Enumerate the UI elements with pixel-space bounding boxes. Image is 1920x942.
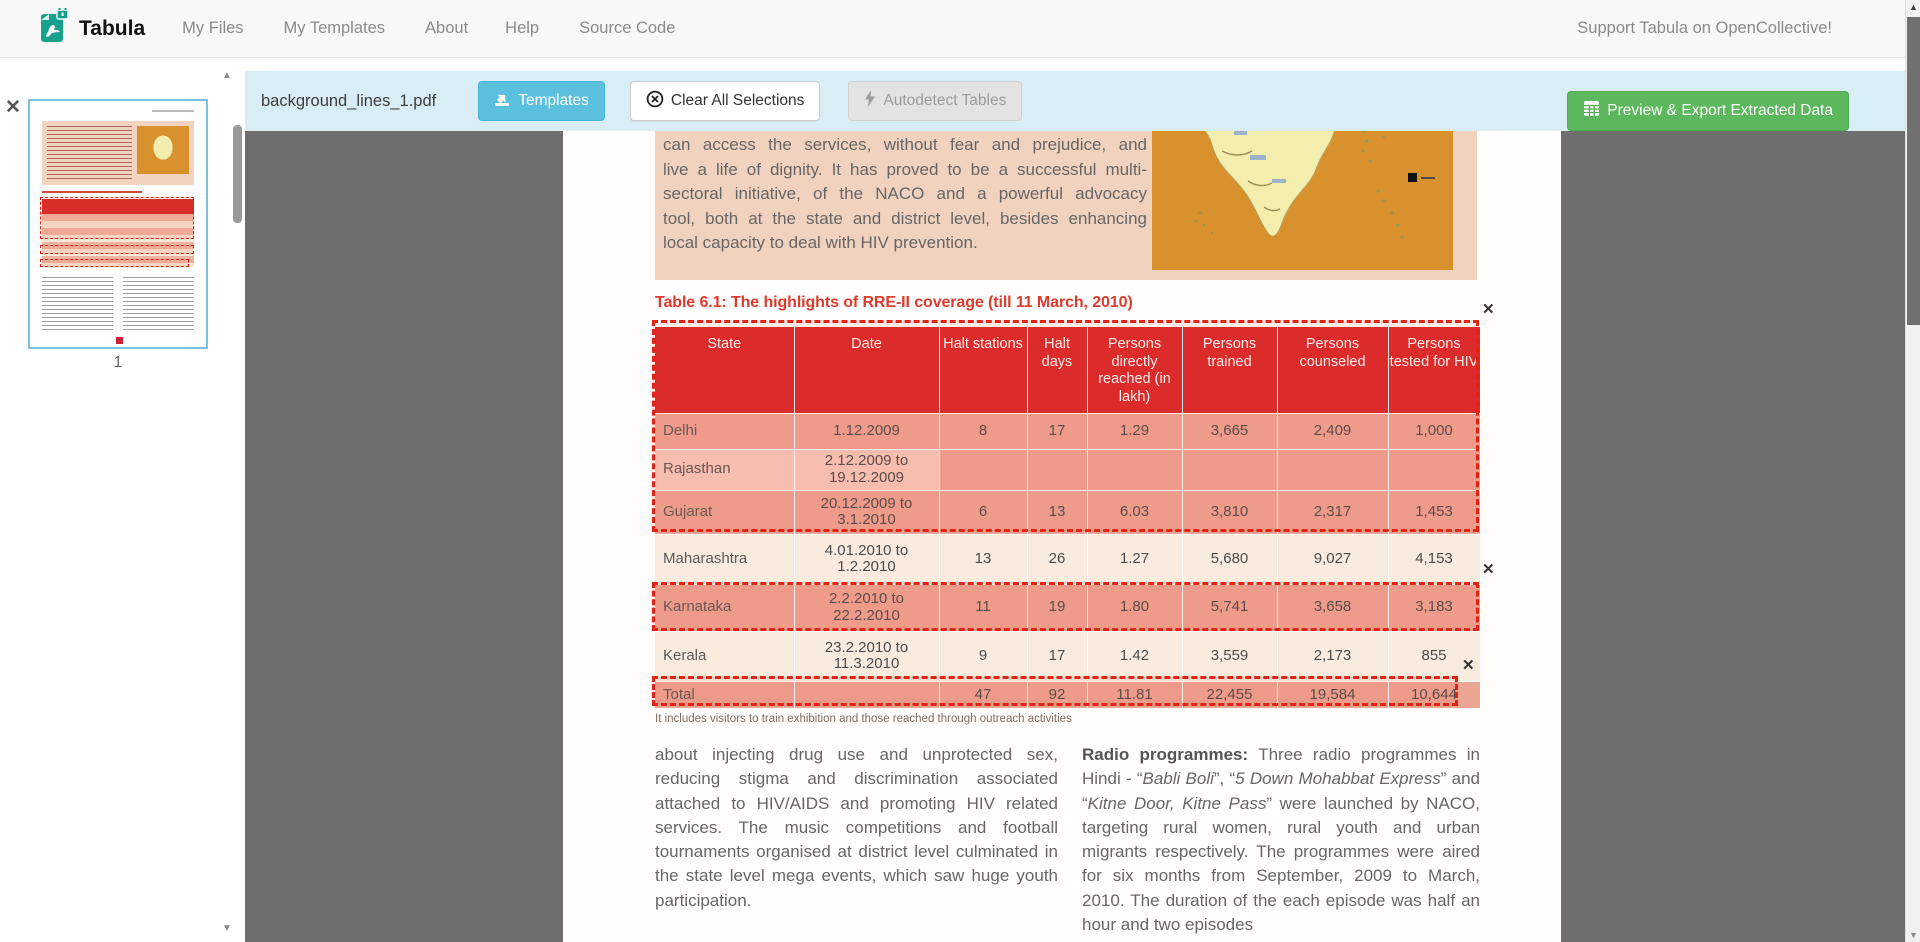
- clear-all-selections-button[interactable]: Clear All Selections: [629, 81, 821, 121]
- table-selection-3[interactable]: [652, 676, 1458, 706]
- thumb-selection-1: [40, 197, 194, 239]
- templates-icon: [494, 91, 511, 112]
- sidebar-scrollbar-thumb[interactable]: [233, 125, 242, 223]
- table-caption: Table 6.1: The highlights of RRE-II cove…: [655, 294, 1133, 311]
- thumb-text-lines: [47, 126, 132, 180]
- thumb-selection-3: [40, 259, 189, 267]
- thumb-table-rows: [42, 214, 194, 267]
- nav-my-templates[interactable]: My Templates: [283, 19, 386, 37]
- scrollbar-down-arrow[interactable]: ▼: [1909, 930, 1918, 940]
- content-area: background_lines_1.pdf Templates: [245, 58, 1905, 942]
- thumb-table-title-line: [42, 191, 142, 193]
- brand-title: Tabula: [79, 16, 146, 40]
- table-row: Kerala 23.2.2010 to 11.3.2010 9 17 1.42 3,559…: [655, 630, 1481, 681]
- thumb-map: [137, 126, 189, 174]
- table-row: Maharashtra 4.01.2010 to 1.2.2010 13 26 1.27…: [655, 533, 1481, 584]
- brand-link[interactable]: Tabula: [40, 4, 146, 49]
- thumbnail-page-number: 1: [113, 354, 123, 371]
- rre-coverage-table: State Date Halt stations Halt days Perso…: [655, 327, 1481, 708]
- table-row: Total 47 92 11.81 22,455 19,584 10,644: [655, 680, 1481, 708]
- pdf-page[interactable]: can access the services, without fear an…: [563, 131, 1561, 942]
- pdf-filename: background_lines_1.pdf: [261, 91, 437, 110]
- support-opencollective-link[interactable]: Support Tabula on OpenCollective!: [1577, 19, 1832, 37]
- table-row: Delhi 1.12.2009 8 17 1.29 3,665 2,409 1,000: [655, 412, 1481, 449]
- thumbnail-sidebar: ✕ 1 ▲ ▼: [0, 58, 245, 942]
- scrollbar-up-arrow[interactable]: ▲: [1909, 2, 1918, 12]
- table-selection-2[interactable]: [652, 582, 1479, 631]
- scrollbar-thumb[interactable]: [1907, 17, 1920, 325]
- window-scrollbar: ▲ ▼: [1905, 0, 1920, 942]
- clear-selections-icon: [646, 90, 664, 113]
- autodetect-tables-button[interactable]: Autodetect Tables: [848, 81, 1023, 121]
- table-row: Rajasthan 2.12.2009 to 19.12.2009: [655, 448, 1481, 490]
- thumb-selection-2: [40, 245, 194, 254]
- selection-2-delete-button[interactable]: ✕: [1482, 561, 1495, 578]
- nav-help[interactable]: Help: [505, 19, 540, 37]
- navbar: Tabula My Files My Templates About Help …: [0, 0, 1920, 58]
- sidebar-scroll-down-arrow[interactable]: ▼: [222, 923, 232, 934]
- sidebar-scroll-up-arrow[interactable]: ▲: [222, 70, 232, 81]
- table-header-row: State Date Halt stations Halt days Perso…: [655, 327, 1481, 413]
- thumb-table: [40, 197, 196, 269]
- tabula-logo-icon: [40, 4, 70, 49]
- table-selection-1[interactable]: [652, 320, 1479, 532]
- india-map-image: [1152, 131, 1453, 270]
- intro-highlight-box: can access the services, without fear an…: [655, 131, 1477, 280]
- page-thumbnail[interactable]: [28, 99, 208, 349]
- thumb-text-columns: [42, 277, 194, 331]
- thumb-page-badge: [116, 337, 123, 344]
- nav-source-code[interactable]: Source Code: [579, 19, 676, 37]
- document-viewport: can access the services, without fear an…: [245, 131, 1905, 942]
- toolbar: background_lines_1.pdf Templates: [245, 71, 1905, 131]
- table-grid-icon: [1583, 100, 1600, 122]
- lightning-bolt-icon: [864, 90, 876, 112]
- table-row: Gujarat 20.12.2009 to 3.1.2010 6 13 6.03 3,81…: [655, 489, 1481, 534]
- table-footnote: It includes visitors to train exhibition…: [655, 713, 1072, 725]
- thumb-header-line: [152, 110, 194, 112]
- thumb-intro-box: [42, 121, 194, 185]
- thumb-table-header: [42, 199, 194, 214]
- preview-export-button[interactable]: Preview & Export Extracted Data: [1567, 91, 1849, 131]
- remove-file-button[interactable]: ✕: [5, 97, 21, 118]
- left-column-paragraph: about injecting drug use and unprotected…: [655, 745, 1058, 910]
- right-column-paragraph: Radio programmes: Three radio programmes…: [1082, 745, 1481, 935]
- templates-button[interactable]: Templates: [478, 81, 605, 121]
- table-row: Karnataka 2.2.2010 to 22.2.2010 11 19 1.80 5,…: [655, 583, 1481, 631]
- selection-1-delete-button[interactable]: ✕: [1482, 301, 1495, 318]
- body-text-columns: about injecting drug use and unprotected…: [655, 743, 1480, 937]
- selection-3-delete-button[interactable]: ✕: [1462, 657, 1475, 674]
- nav-about[interactable]: About: [425, 19, 469, 37]
- table-body: Delhi 1.12.2009 8 17 1.29 3,665 2,409 1,000 Raja…: [655, 412, 1481, 708]
- intro-paragraph: can access the services, without fear an…: [663, 135, 1147, 253]
- nav-my-files[interactable]: My Files: [182, 19, 244, 37]
